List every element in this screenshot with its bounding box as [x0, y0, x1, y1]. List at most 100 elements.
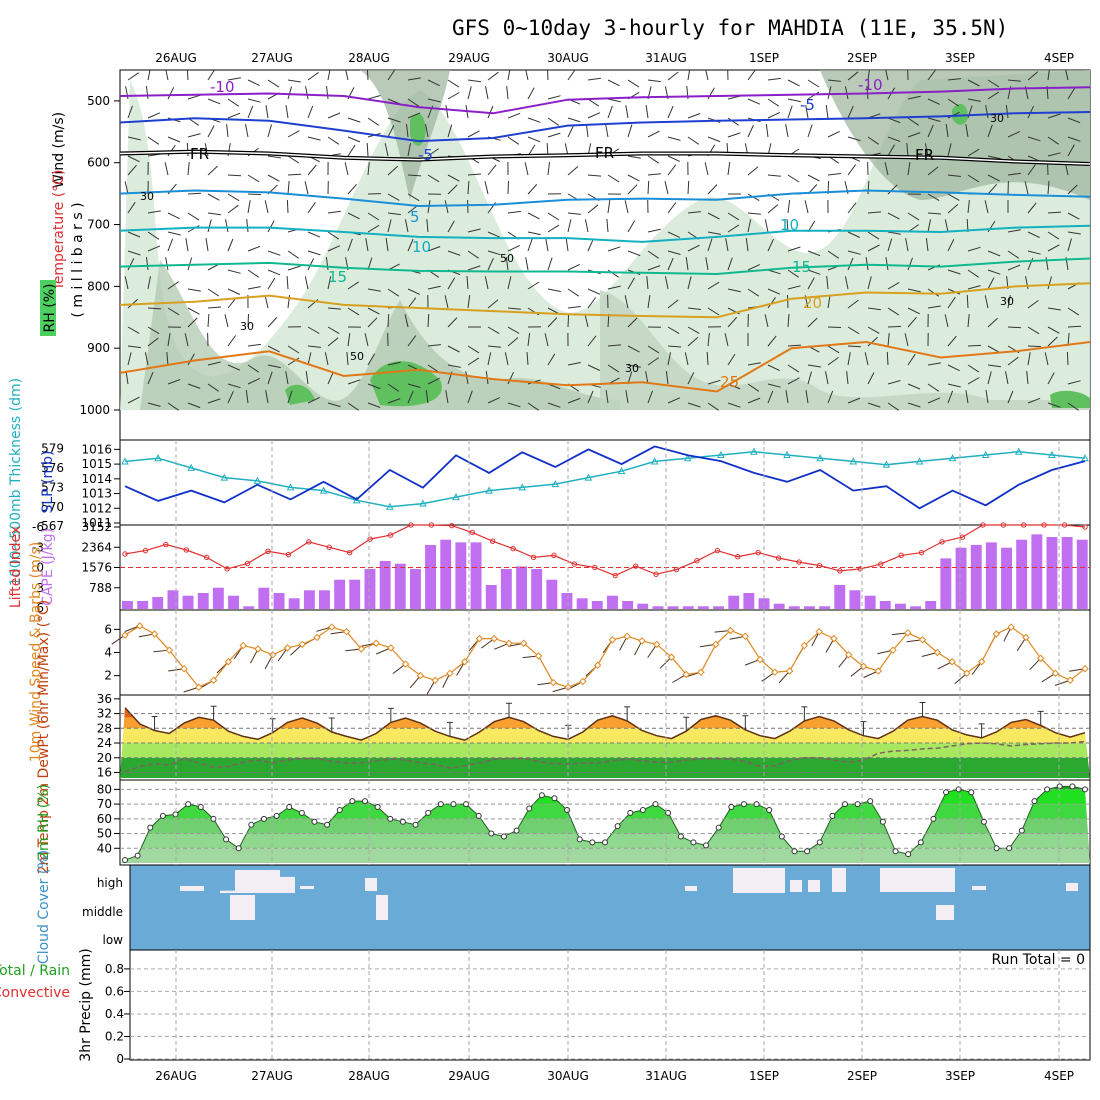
- wind-barb: [404, 314, 409, 328]
- wind-barb: [624, 295, 629, 309]
- cape-bar: [531, 569, 543, 609]
- wind-barb: [827, 130, 840, 138]
- cape-bar: [334, 579, 346, 609]
- wind-barb: [347, 333, 351, 347]
- wind-barb: [567, 362, 581, 366]
- wind-barb: [187, 353, 195, 366]
- wind-barb: [1007, 131, 1021, 138]
- wind-barb: [127, 231, 141, 238]
- wind-barb: [587, 390, 594, 404]
- wind-barb: [944, 219, 949, 233]
- wind-barb: [847, 326, 860, 335]
- wind-barb: [507, 136, 520, 145]
- wind-barb: [384, 143, 389, 157]
- rh-point: [968, 789, 975, 796]
- thickness-point: [253, 476, 262, 484]
- wind-barb: [847, 345, 862, 348]
- wind-barb: [607, 246, 621, 252]
- wind-barb: [1027, 71, 1039, 81]
- wind-barb: [527, 281, 540, 290]
- wind-barb: [1024, 181, 1029, 195]
- wind-barb: [547, 353, 556, 366]
- wind-barb: [207, 288, 220, 297]
- wind-barb: [167, 379, 181, 385]
- wind-barb: [444, 295, 449, 309]
- wind-barb: [605, 390, 609, 404]
- wind-speed-point: [136, 622, 144, 630]
- wind-barb: [627, 364, 641, 368]
- temp-max-bar: [387, 707, 394, 723]
- wind-speed-point: [726, 626, 735, 635]
- contour-label: 10: [412, 238, 431, 256]
- wind-barb: [785, 124, 789, 138]
- date-label-bottom: 2SEP: [847, 1069, 877, 1083]
- wind-barb: [187, 307, 200, 315]
- wind-barb: [947, 364, 960, 372]
- wind-barb: [904, 333, 909, 347]
- wind-barb: [347, 307, 360, 316]
- cloud-cell-high: [280, 876, 295, 893]
- cape-tick-label: 3152: [81, 520, 112, 534]
- wind-barb: [707, 184, 718, 195]
- wind-barb: [447, 92, 460, 100]
- cape-bar: [879, 601, 891, 609]
- wind-barb: [267, 269, 281, 276]
- wind-barb: [307, 202, 316, 214]
- wind-barb: [267, 371, 273, 385]
- wind-barb: [727, 224, 740, 233]
- cloud-block: [832, 868, 846, 892]
- rh-point: [715, 824, 722, 831]
- wind-speed-point: [904, 629, 912, 637]
- wind-barb: [447, 174, 460, 182]
- wind-barb: [167, 281, 179, 290]
- wind-barb: [647, 265, 661, 271]
- wind-barb: [1067, 325, 1082, 328]
- date-label-top: 29AUG: [448, 51, 490, 65]
- wind-barb: [147, 245, 161, 252]
- wind-barb: [707, 231, 721, 235]
- wind-barb: [647, 250, 659, 259]
- wind-barb: [186, 142, 189, 157]
- wind-barb: [467, 180, 470, 195]
- wind-speed-point: [520, 639, 528, 647]
- wind-barb: [487, 299, 499, 309]
- wind-barb: [387, 125, 395, 138]
- wind-barb: [506, 86, 509, 100]
- lifted-index-point: [837, 568, 843, 574]
- wind-barb: [607, 174, 620, 183]
- wind-speed-point: [712, 640, 720, 649]
- lifted-index-point: [939, 539, 945, 545]
- wind-barb: [224, 314, 229, 328]
- wind-barb: [1027, 164, 1036, 176]
- rh-point: [842, 801, 848, 808]
- cape-bar: [834, 585, 846, 609]
- slp-panel-frame: [119, 439, 1091, 526]
- wind-speed-point: [121, 631, 129, 639]
- wind-barb: [647, 295, 651, 309]
- cape-bar: [137, 601, 149, 609]
- rh-point: [665, 809, 672, 816]
- wind-barb: [207, 398, 221, 404]
- wind-barb: [567, 70, 576, 81]
- wind-barb: [487, 231, 501, 238]
- wind-barb: [187, 94, 201, 100]
- wind-barb: [887, 231, 901, 235]
- wind-barb: [947, 239, 955, 252]
- wind-barb: [247, 286, 261, 290]
- wind-barb: [387, 193, 400, 201]
- wind-barb: [927, 362, 941, 366]
- contour-label: 15: [792, 258, 811, 276]
- wind-barb: [367, 383, 381, 390]
- wind-barb: [827, 86, 832, 100]
- wind-barb: [167, 231, 181, 236]
- rh-point: [879, 818, 886, 825]
- cape-bar: [576, 598, 588, 609]
- wind-speed-point: [948, 658, 956, 666]
- date-label-top: 30AUG: [547, 51, 589, 65]
- wind-barb: [265, 390, 269, 404]
- wind-barb: [807, 91, 820, 100]
- wind-barb: [807, 79, 820, 88]
- cape-bar: [682, 606, 694, 609]
- wind-speed-point: [1022, 633, 1030, 642]
- wind-barb: [205, 238, 209, 252]
